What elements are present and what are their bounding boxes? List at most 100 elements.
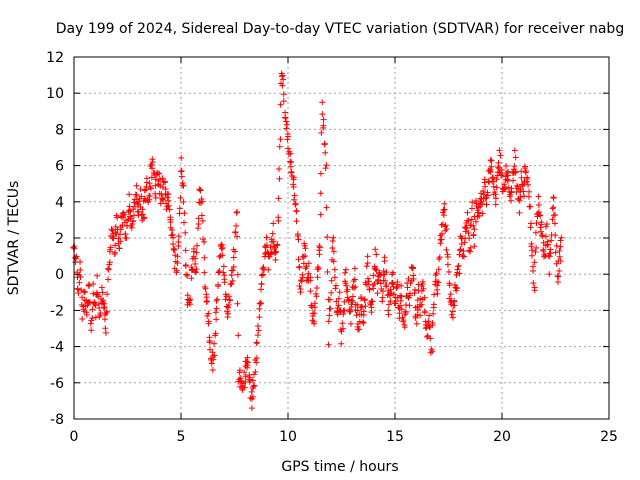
data-point bbox=[379, 294, 386, 301]
data-point bbox=[78, 287, 85, 294]
data-point bbox=[519, 183, 526, 190]
data-point bbox=[550, 195, 557, 202]
data-point bbox=[525, 181, 532, 188]
data-point bbox=[537, 228, 544, 235]
data-point bbox=[370, 285, 377, 292]
data-point bbox=[487, 168, 494, 175]
data-point bbox=[505, 177, 512, 184]
data-point bbox=[116, 245, 123, 252]
data-point bbox=[557, 237, 564, 244]
data-point bbox=[316, 251, 323, 258]
data-point bbox=[470, 222, 477, 229]
data-point bbox=[258, 272, 265, 279]
data-point bbox=[241, 369, 248, 376]
data-point bbox=[387, 286, 394, 293]
data-point bbox=[325, 341, 332, 348]
data-point bbox=[419, 278, 426, 285]
data-point bbox=[497, 152, 504, 159]
data-point bbox=[369, 298, 376, 305]
data-point bbox=[143, 175, 150, 182]
data-point bbox=[487, 166, 494, 173]
data-point bbox=[533, 220, 540, 227]
data-point bbox=[511, 163, 518, 170]
data-point bbox=[488, 157, 495, 164]
data-point bbox=[157, 200, 164, 207]
data-point bbox=[520, 188, 527, 195]
data-point bbox=[466, 235, 473, 242]
data-point bbox=[199, 217, 206, 224]
data-point bbox=[326, 312, 333, 319]
data-point bbox=[124, 217, 131, 224]
data-point bbox=[358, 303, 365, 310]
data-point bbox=[360, 308, 367, 315]
data-point bbox=[199, 198, 206, 205]
data-point bbox=[467, 244, 474, 251]
data-point bbox=[205, 320, 212, 327]
data-point bbox=[257, 300, 264, 307]
data-point bbox=[298, 278, 305, 285]
data-point bbox=[241, 384, 248, 391]
data-point bbox=[133, 182, 140, 189]
data-point bbox=[411, 286, 418, 293]
data-point bbox=[114, 214, 121, 221]
data-point bbox=[340, 311, 347, 318]
data-point bbox=[435, 279, 442, 286]
data-point bbox=[221, 279, 228, 286]
data-point bbox=[97, 310, 104, 317]
data-point bbox=[280, 98, 287, 105]
data-point bbox=[255, 327, 262, 334]
data-point bbox=[219, 252, 226, 259]
data-point bbox=[121, 211, 128, 218]
data-point bbox=[487, 157, 494, 164]
data-point bbox=[486, 179, 493, 186]
data-point bbox=[227, 297, 234, 304]
data-point bbox=[159, 175, 166, 182]
data-point bbox=[490, 183, 497, 190]
data-point bbox=[354, 307, 361, 314]
data-point bbox=[224, 314, 231, 321]
data-point bbox=[311, 300, 318, 307]
data-point bbox=[117, 226, 124, 233]
data-point bbox=[364, 275, 371, 282]
data-point bbox=[463, 224, 470, 231]
data-point bbox=[339, 320, 346, 327]
data-point bbox=[284, 145, 291, 152]
data-point bbox=[194, 242, 201, 249]
data-point bbox=[156, 176, 163, 183]
data-point bbox=[164, 194, 171, 201]
data-point bbox=[348, 303, 355, 310]
data-point bbox=[180, 199, 187, 206]
data-point bbox=[453, 284, 460, 291]
data-point bbox=[283, 118, 290, 125]
data-point bbox=[479, 200, 486, 207]
data-point bbox=[195, 221, 202, 228]
data-point bbox=[284, 136, 291, 143]
data-point bbox=[456, 251, 463, 258]
data-point bbox=[258, 286, 265, 293]
data-point bbox=[195, 215, 202, 222]
data-point bbox=[102, 325, 109, 332]
data-point bbox=[538, 221, 545, 228]
data-point bbox=[149, 159, 156, 166]
data-point bbox=[243, 358, 250, 365]
data-point bbox=[438, 236, 445, 243]
data-point bbox=[196, 186, 203, 193]
data-point bbox=[282, 114, 289, 121]
data-point bbox=[204, 298, 211, 305]
data-point bbox=[396, 310, 403, 317]
data-point bbox=[230, 254, 237, 261]
data-point bbox=[202, 285, 209, 292]
data-point bbox=[533, 244, 540, 251]
data-point bbox=[373, 251, 380, 258]
data-point bbox=[512, 154, 519, 161]
x-axis: 0 5 10 15 20 25 bbox=[70, 57, 618, 445]
data-point bbox=[516, 209, 523, 216]
data-point bbox=[167, 219, 174, 226]
data-point bbox=[405, 275, 412, 282]
data-point bbox=[516, 197, 523, 204]
data-point bbox=[410, 275, 417, 282]
data-point bbox=[471, 226, 478, 233]
data-point bbox=[550, 204, 557, 211]
data-point bbox=[244, 359, 251, 366]
data-point bbox=[501, 181, 508, 188]
